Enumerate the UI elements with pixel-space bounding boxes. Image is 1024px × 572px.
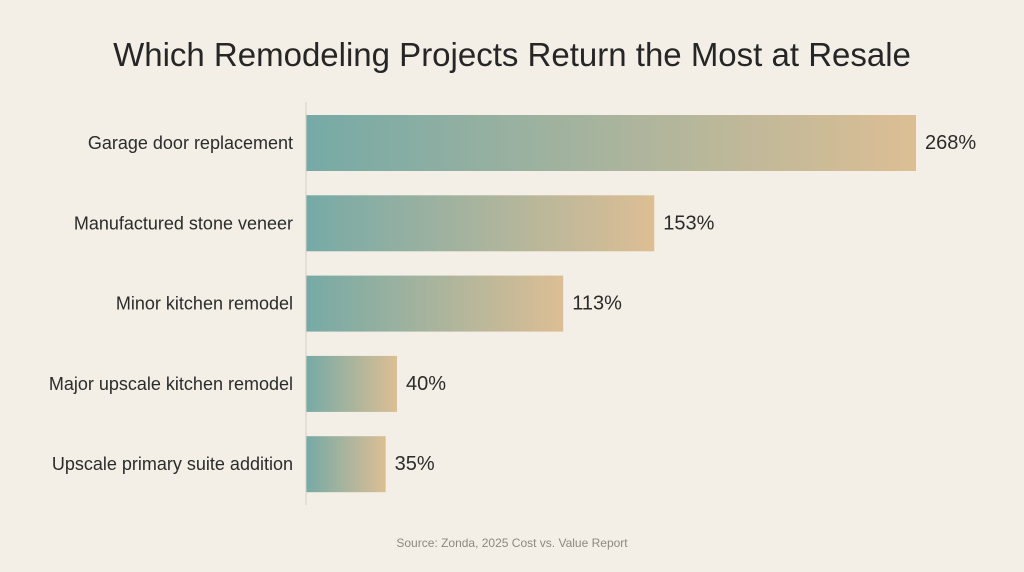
value-label-1: 153% xyxy=(663,212,714,234)
value-label-4: 35% xyxy=(395,453,435,475)
value-label-2: 113% xyxy=(572,293,622,315)
bar-4 xyxy=(306,436,386,493)
category-label-3: Major upscale kitchen remodel xyxy=(49,374,293,394)
value-label-0: 268% xyxy=(925,132,976,154)
chart-source: Source: Zonda, 2025 Cost vs. Value Repor… xyxy=(396,536,628,550)
value-label-3: 40% xyxy=(406,373,446,395)
bar-2 xyxy=(306,275,564,332)
bar-3 xyxy=(306,355,398,412)
category-label-0: Garage door replacement xyxy=(88,133,293,153)
bar-0 xyxy=(306,115,916,171)
category-label-2: Minor kitchen remodel xyxy=(116,294,293,314)
category-label-1: Manufactured stone veneer xyxy=(74,213,293,233)
chart-title: Which Remodeling Projects Return the Mos… xyxy=(113,36,911,73)
category-label-4: Upscale primary suite addition xyxy=(52,454,293,474)
bar-1 xyxy=(306,195,655,252)
bars-layer: Garage door replacement 268% Manufactured … xyxy=(49,115,976,493)
